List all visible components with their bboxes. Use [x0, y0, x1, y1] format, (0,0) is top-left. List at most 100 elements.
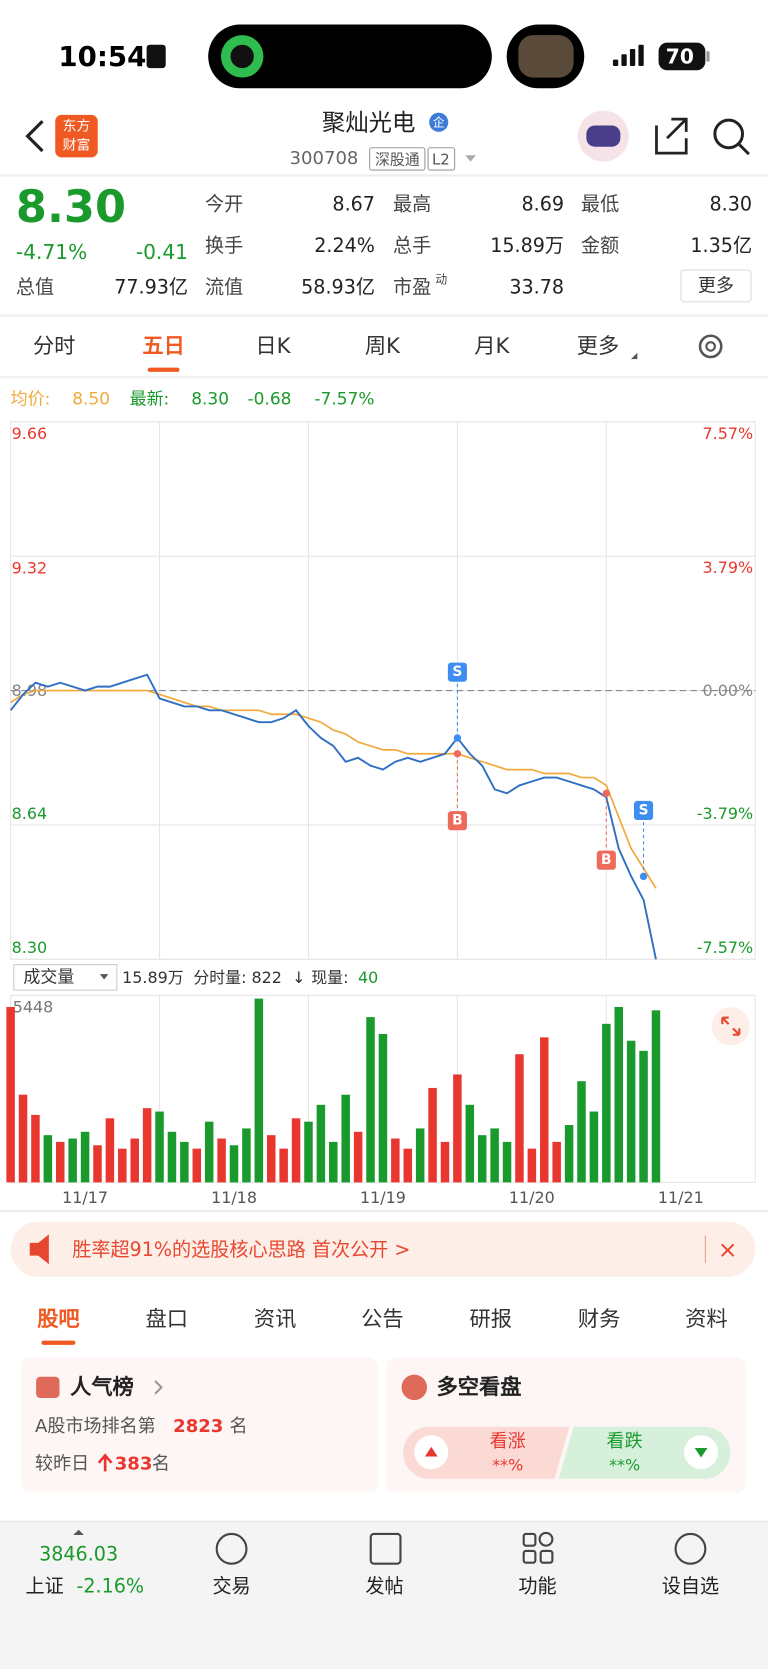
tab[interactable]: 研报	[470, 1307, 512, 1332]
volume-bar	[18, 1094, 28, 1183]
logo-text: 东方	[63, 119, 91, 135]
volume-bar	[353, 1131, 363, 1183]
section-tabs: 股吧 盘口 资讯 公告 研报 财务 资料	[37, 1307, 728, 1345]
nav-label[interactable]: 功能	[518, 1575, 556, 1598]
tab[interactable]: 财务	[578, 1307, 620, 1332]
tab[interactable]: 资料	[685, 1307, 727, 1332]
stock-code: 300708	[290, 148, 359, 169]
volume-chart: 5448	[6, 995, 661, 1183]
change-pct: -4.71%	[16, 240, 87, 264]
search-icon[interactable]	[713, 118, 744, 150]
popularity-card[interactable]	[21, 1357, 379, 1493]
stat-label: 金额	[581, 234, 619, 257]
stat-label-sup: 动	[436, 272, 448, 286]
x-tick-label: 11/17	[62, 1188, 108, 1207]
tab[interactable]: 资讯	[254, 1307, 296, 1332]
marker-badge	[596, 850, 616, 870]
latest-change: -0.68	[248, 390, 292, 410]
volume-bar	[589, 1111, 599, 1183]
more-button[interactable]	[680, 269, 752, 303]
tab[interactable]: 盘口	[146, 1307, 188, 1332]
dynamic-island	[208, 24, 492, 89]
rank-prefix: A股市场排名第	[35, 1416, 156, 1437]
dropdown-arrow[interactable]	[465, 155, 476, 162]
bear-label: 看跌	[607, 1431, 643, 1452]
stat-value: 15.89万	[490, 234, 564, 257]
volume-bar	[217, 1138, 226, 1183]
volume-bar	[577, 1081, 586, 1183]
series-line	[10, 689, 657, 889]
volume-selector[interactable]	[13, 964, 118, 991]
volume-bar	[118, 1148, 127, 1183]
banner-close[interactable]: ×	[718, 1235, 738, 1263]
share-icon[interactable]	[655, 117, 688, 155]
volume-bar	[229, 1145, 239, 1183]
volume-bar	[515, 1054, 524, 1183]
volume-bar	[502, 1141, 512, 1183]
volume-bar	[142, 1108, 152, 1183]
y2-tick-label: 7.57%	[703, 424, 754, 443]
marker-label: S	[452, 664, 462, 680]
volume-tick-label: 5448	[13, 998, 54, 1017]
marker-point	[639, 872, 648, 881]
back-button[interactable]	[25, 120, 44, 153]
marker-label: S	[639, 802, 649, 818]
settings-icon[interactable]	[698, 334, 723, 359]
volume-bar	[639, 1050, 648, 1183]
index-value: 3846.03	[39, 1543, 118, 1566]
nav-label[interactable]: 交易	[212, 1575, 250, 1598]
volume-bar	[415, 1128, 425, 1183]
volume-bar	[266, 1135, 276, 1183]
megaphone-icon	[29, 1234, 49, 1265]
stat-value: 58.93亿	[301, 275, 375, 298]
volume-bar	[403, 1148, 413, 1183]
status-time: 10:54	[58, 40, 146, 73]
tab[interactable]: 五日	[142, 334, 184, 359]
stock-name: 聚灿光电	[322, 108, 415, 136]
bear-button[interactable]	[558, 1426, 731, 1479]
index-name: 上证	[25, 1575, 63, 1598]
tab[interactable]: 日K	[255, 334, 291, 359]
app-logo[interactable]	[55, 114, 98, 158]
index-toggle[interactable]	[73, 1529, 84, 1536]
more-label: 更多	[698, 275, 734, 296]
tab[interactable]: 分时	[33, 334, 75, 359]
volume-bar	[204, 1121, 214, 1183]
tab[interactable]: 股吧	[37, 1307, 79, 1332]
expand-button[interactable]	[711, 1007, 750, 1046]
nav-label[interactable]: 发帖	[365, 1575, 403, 1598]
volume-bar	[43, 1135, 53, 1183]
marker-label: B	[452, 813, 463, 829]
promo-banner[interactable]	[10, 1221, 756, 1277]
tab[interactable]: 月K	[474, 334, 510, 359]
latest-change-pct: -7.57%	[314, 390, 374, 410]
volume-bar	[329, 1141, 338, 1183]
logo-text: 财富	[63, 137, 91, 154]
rank-change: 383	[115, 1453, 153, 1474]
stat-value: 8.69	[521, 193, 564, 216]
tag: L2	[432, 150, 450, 168]
volume-bar	[651, 1010, 661, 1183]
tick-arrow: ↓	[292, 968, 305, 987]
marker-point	[453, 734, 462, 742]
nav-label[interactable]: 设自选	[662, 1575, 719, 1598]
volume-bar	[341, 1094, 350, 1183]
expand-icon	[721, 1016, 741, 1036]
tab[interactable]: 公告	[361, 1307, 403, 1332]
bull-bear-title: 多空看盘	[437, 1374, 522, 1400]
volume-bar	[552, 1141, 561, 1183]
bull-button[interactable]	[403, 1426, 570, 1479]
tab-underline	[41, 1340, 76, 1345]
stat-value: 33.78	[509, 275, 564, 298]
volume-bar	[56, 1141, 65, 1183]
volume-bar	[366, 1017, 375, 1183]
tab[interactable]: 更多	[577, 334, 619, 359]
latest-value: 8.30	[191, 390, 229, 410]
bull-value: **%	[492, 1455, 523, 1474]
volume-bar	[490, 1128, 499, 1183]
x-tick-label: 11/20	[509, 1188, 555, 1207]
volume-bar	[6, 1006, 15, 1183]
island-icon-inner	[230, 44, 254, 69]
tab[interactable]: 周K	[365, 334, 401, 359]
